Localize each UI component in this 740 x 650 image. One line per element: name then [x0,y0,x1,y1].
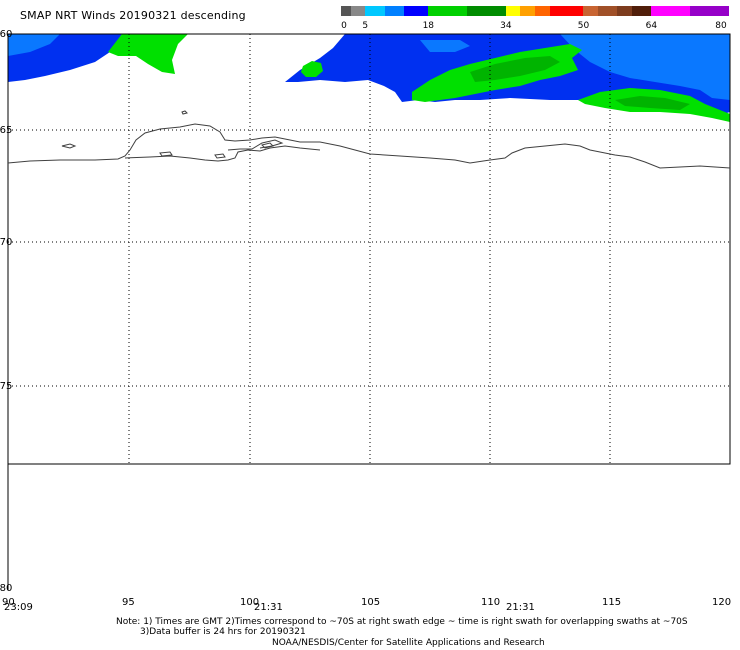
graticule [8,34,730,464]
lat-label-70: -70 [0,237,12,248]
colorbar-label: 80 [715,21,727,31]
lon-label-120: 120 [712,597,731,608]
colorbar-segment [534,6,550,16]
longitude-labels: 90 95 100 105 110 115 120 [2,597,731,608]
swath-left-blue-highlight [8,34,60,56]
colorbar-segment [651,6,691,16]
lon-label-100: 100 [240,597,259,608]
note-line-2: 3)Data buffer is 24 hrs for 20190321 [140,627,306,637]
colorbar-segment [520,6,535,16]
map-title: SMAP NRT Winds 20190321 descending [20,9,246,22]
swath-green-blob [301,61,323,77]
time-label-1: 23:09 [4,602,33,613]
wind-speed-colorbar [341,6,729,16]
colorbar-segment [341,6,351,16]
lat-label-75: -75 [0,381,12,392]
colorbar-segment [631,6,652,16]
lon-label-110: 110 [481,597,500,608]
colorbar-segment [365,6,385,16]
lon-label-105: 105 [361,597,380,608]
colorbar-label: 64 [645,21,658,31]
note-line-3: NOAA/NESDIS/Center for Satellite Applica… [272,638,545,648]
coastline-shelf [124,145,321,162]
island-3 [181,110,188,115]
colorbar-segment [467,6,506,16]
colorbar-label: 0 [341,21,347,31]
colorbar-segment [350,6,366,16]
lon-label-95: 95 [122,597,135,608]
colorbar-segment [617,6,632,16]
colorbar-segment [404,6,429,16]
swath-right-lightblue-2 [420,40,470,52]
coastline-main [7,123,731,169]
lat-label-80: -80 [0,583,12,594]
colorbar-segment [428,6,468,16]
colorbar-label: 50 [577,21,590,31]
swath-right-green-east-dark [615,96,690,110]
colorbar-segment [690,6,729,16]
colorbar-segment [597,6,618,16]
colorbar-label: 5 [362,21,369,31]
colorbar-label: 34 [500,21,512,31]
island-4 [214,153,226,159]
colorbar-label: 18 [422,21,435,31]
lon-label-90: 90 [2,597,15,608]
swath-time-labels: 23:09 21:31 21:31 [4,602,535,613]
wind-swath [8,34,730,122]
island-1 [61,143,77,149]
latitude-labels: -60 -65 -70 -75 -80 [0,29,12,594]
island-2 [159,151,173,157]
island-5 [261,142,274,149]
map-frame [7,33,731,465]
colorbar-segment [583,6,598,16]
swath-left-green [108,34,188,74]
colorbar-segment [549,6,584,16]
coastline-inlet [227,139,284,151]
time-label-2: 21:31 [254,602,283,613]
swath-right-green-main-dark [470,56,560,82]
note-line-1: Note: 1) Times are GMT 2)Times correspon… [116,617,688,627]
antarctic-coastline [7,110,731,169]
lon-label-115: 115 [602,597,621,608]
colorbar-segment [384,6,405,16]
time-label-3: 21:31 [506,602,535,613]
swath-right-lightblue [560,34,730,100]
colorbar-segment [505,6,521,16]
lat-label-60: -60 [0,29,12,40]
lat-label-65: -65 [0,125,12,136]
